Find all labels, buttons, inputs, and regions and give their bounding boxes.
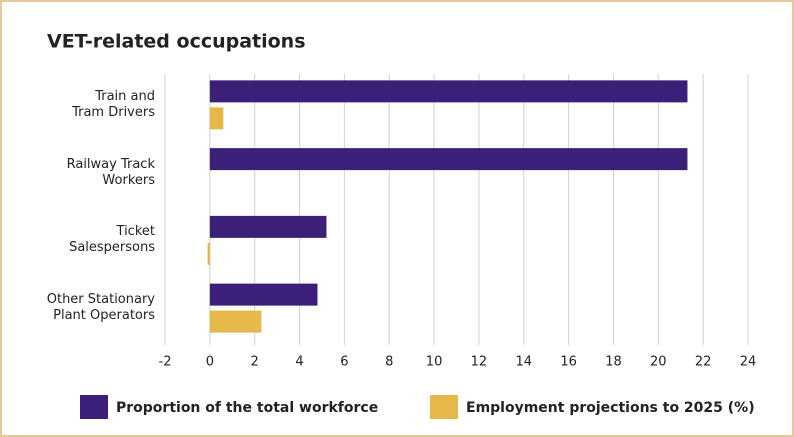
bar	[209, 107, 224, 130]
category-label: Other Stationary Plant Operators	[46, 292, 155, 324]
bar	[209, 80, 688, 103]
bar	[209, 215, 327, 238]
legend-label: Employment projections to 2025 (%)	[466, 400, 755, 416]
x-tick-label: 14	[515, 355, 532, 370]
legend-label: Proportion of the total workforce	[116, 400, 378, 416]
category-label: Ticket Salespersons	[69, 224, 155, 256]
x-tick-label: 4	[295, 355, 303, 370]
x-tick-label: 24	[740, 355, 757, 370]
x-tick-label: 6	[340, 355, 348, 370]
x-tick-label: 18	[605, 355, 622, 370]
x-tick-label: 2	[251, 355, 259, 370]
legend-swatch	[80, 395, 108, 419]
bar	[209, 148, 688, 171]
x-tick-label: 12	[471, 355, 488, 370]
x-tick-label: 8	[385, 355, 393, 370]
x-tick-label: 10	[426, 355, 443, 370]
x-tick-label: -2	[159, 355, 172, 370]
x-tick-label: 22	[695, 355, 712, 370]
x-tick-label: 0	[206, 355, 214, 370]
category-label: Train and Tram Drivers	[72, 88, 155, 120]
bar	[209, 283, 318, 306]
x-tick-label: 16	[560, 355, 577, 370]
x-tick-label: 20	[650, 355, 667, 370]
category-label: Railway Track Workers	[66, 156, 155, 188]
chart-title: VET-related occupations	[47, 31, 306, 53]
bar	[207, 242, 210, 265]
bar	[209, 310, 262, 333]
legend-swatch	[430, 395, 458, 419]
